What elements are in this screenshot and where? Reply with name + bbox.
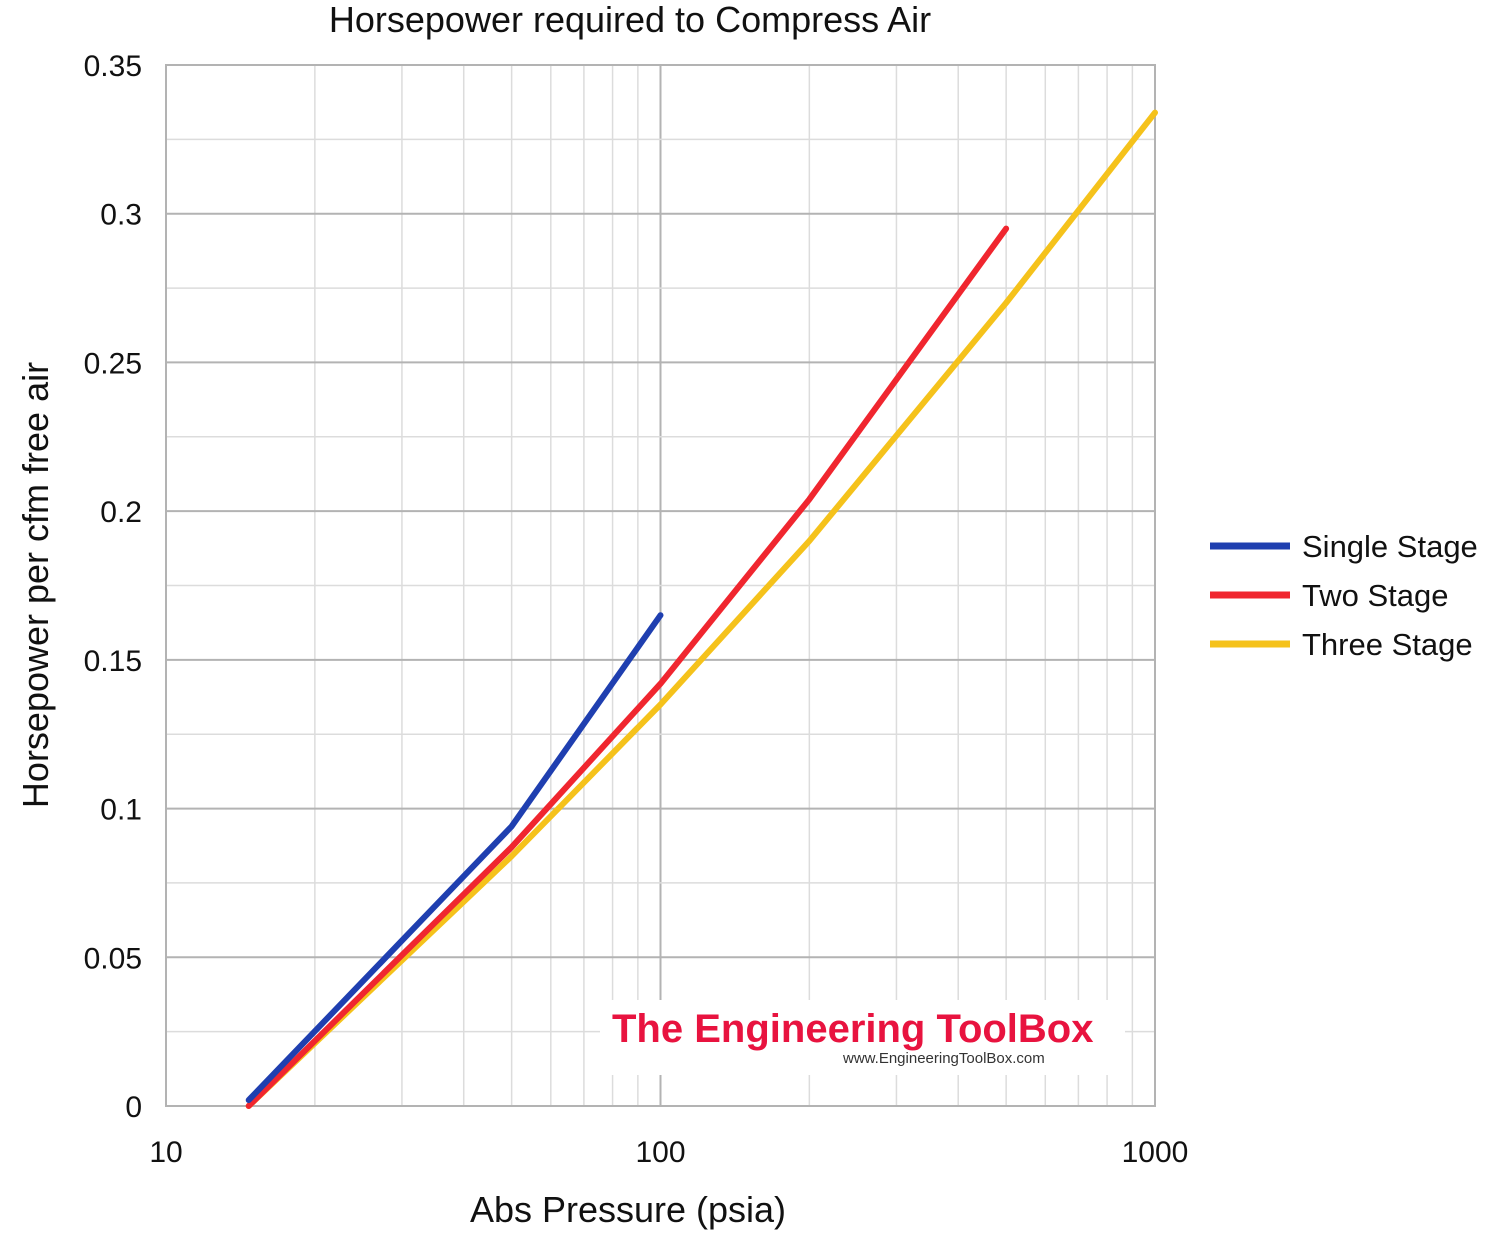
series-line-three-stage	[245, 109, 1158, 1109]
y-tick-label: 0.3	[100, 199, 142, 232]
watermark-title: The Engineering ToolBox	[612, 1007, 1093, 1051]
series-line-two-stage	[245, 225, 1010, 1109]
y-axis-label: Horsepower per cfm free air	[15, 362, 56, 808]
x-axis-label: Abs Pressure (psia)	[470, 1189, 786, 1230]
y-tick-label: 0.05	[84, 942, 142, 975]
y-tick-label: 0.25	[84, 347, 142, 380]
chart-title: Horsepower required to Compress Air	[329, 0, 931, 40]
legend: Single Stage Two Stage Three Stage	[1210, 529, 1478, 662]
y-tick-label: 0.35	[84, 50, 142, 83]
watermark-background	[600, 1000, 1125, 1075]
legend-label: Single Stage	[1302, 529, 1478, 564]
y-tick-label: 0.15	[84, 645, 142, 678]
grid	[165, 64, 1156, 1107]
watermark-url: www.EngineeringToolBox.com	[842, 1050, 1045, 1067]
x-tick-label: 1000	[1122, 1136, 1189, 1169]
y-tick-label: 0.1	[100, 794, 142, 827]
y-tick-label: 0	[125, 1091, 142, 1124]
series-lines	[245, 109, 1158, 1109]
x-tick-label: 100	[635, 1136, 685, 1169]
y-tick-label: 0.2	[100, 496, 142, 529]
legend-label: Three Stage	[1302, 627, 1473, 662]
series-line-single-stage	[245, 612, 664, 1104]
watermark: The Engineering ToolBox www.EngineeringT…	[600, 1000, 1125, 1075]
tick-labels: 10 100 1000 0 0.05 0.1 0.15 0.2 0.25 0.3 0.35	[84, 50, 1189, 1169]
plot-border	[165, 64, 1156, 1107]
x-tick-label: 10	[149, 1136, 182, 1169]
legend-label: Two Stage	[1302, 578, 1448, 613]
